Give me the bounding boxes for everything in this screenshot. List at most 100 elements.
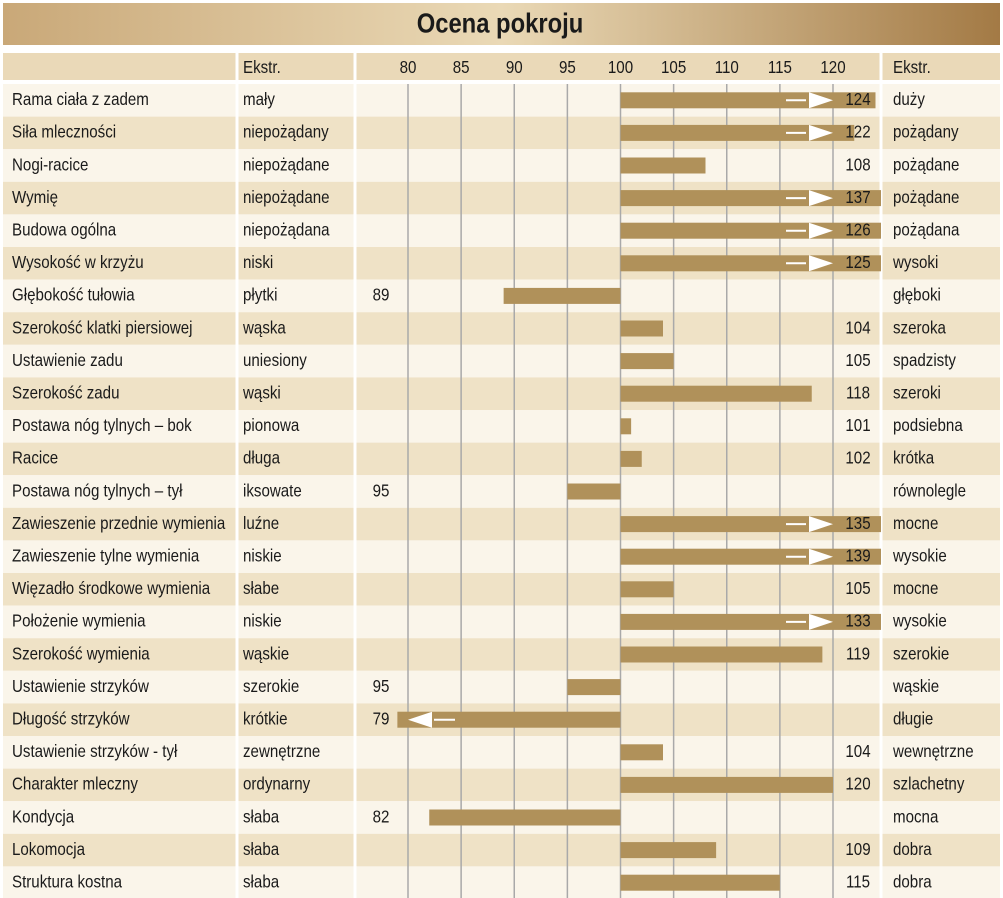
right-extreme: szlachetny — [893, 773, 965, 794]
x-tick-label: 80 — [400, 57, 417, 78]
trait-label: Siła mleczności — [12, 121, 116, 142]
row-background — [3, 670, 1000, 704]
bar — [503, 287, 621, 304]
left-extreme: niskie — [243, 610, 282, 631]
left-extreme: niepożądany — [243, 121, 329, 142]
value-label: 139 — [845, 545, 870, 566]
overflow-arrow — [809, 255, 833, 272]
left-extreme: niepożądana — [243, 219, 330, 240]
trait-label: Struktura kostna — [12, 871, 123, 892]
row-background — [3, 312, 1000, 345]
right-extreme: szeroka — [893, 317, 947, 338]
value-label: 79 — [373, 708, 390, 729]
right-extreme: wysoki — [892, 252, 938, 273]
value-label: 108 — [845, 154, 870, 175]
left-extreme: wąskie — [242, 643, 289, 664]
row-background — [3, 442, 1000, 476]
row-background — [3, 377, 1000, 410]
header-gap — [3, 80, 1000, 84]
overflow-arrow — [809, 92, 833, 109]
left-extreme: niepożądane — [243, 187, 330, 208]
right-extreme: pożądane — [893, 187, 959, 208]
left-extreme: pionowa — [243, 415, 300, 436]
row-background — [3, 475, 1000, 508]
overflow-arrow — [809, 222, 833, 239]
value-label: 104 — [845, 317, 870, 338]
trait-label: Zawieszenie tylne wymienia — [12, 545, 200, 566]
bar — [567, 679, 621, 696]
x-tick-label: 85 — [453, 57, 470, 78]
bar — [567, 483, 621, 500]
x-tick-label: 110 — [715, 57, 739, 78]
x-tick-label: 95 — [559, 57, 576, 78]
x-tick-label: 90 — [506, 57, 523, 78]
x-tick-label: 120 — [820, 57, 845, 78]
row-background — [3, 344, 1000, 378]
x-tick-label: 105 — [661, 57, 686, 78]
value-label: 135 — [845, 513, 870, 534]
row-background — [3, 573, 1000, 606]
header-label: Ekstr. — [243, 57, 281, 78]
value-label: 105 — [845, 578, 870, 599]
column-separator — [235, 53, 239, 898]
right-extreme: szerokie — [893, 643, 949, 664]
row-background — [3, 410, 1000, 443]
value-label: 118 — [846, 382, 870, 403]
row-background — [3, 279, 1000, 313]
bar — [620, 157, 706, 174]
trait-label: Ustawienie zadu — [12, 350, 123, 371]
right-extreme: dobra — [893, 839, 932, 860]
right-extreme: szeroki — [893, 382, 941, 403]
bar — [620, 385, 812, 402]
value-label: 105 — [845, 350, 870, 371]
left-extreme: słaba — [243, 806, 280, 827]
bar — [620, 418, 632, 435]
left-extreme: mały — [243, 89, 276, 110]
trait-label: Budowa ogólna — [12, 219, 117, 240]
left-extreme: długa — [243, 447, 281, 468]
right-extreme: równolegle — [893, 480, 966, 501]
right-extreme: mocne — [893, 578, 938, 599]
overflow-arrow — [809, 613, 833, 630]
bar — [620, 320, 663, 337]
right-extreme: wysokie — [892, 610, 947, 631]
value-label: 120 — [845, 773, 870, 794]
left-extreme: ordynarny — [243, 773, 311, 794]
trait-label: Charakter mleczny — [12, 773, 139, 794]
bar — [620, 581, 674, 598]
trait-label: Długość strzyków — [12, 708, 130, 729]
chart-title: Ocena pokroju — [417, 7, 584, 39]
value-label: 109 — [845, 839, 870, 860]
left-extreme: zewnętrzne — [243, 741, 320, 762]
value-label: 115 — [846, 871, 870, 892]
right-extreme: mocne — [893, 513, 938, 534]
row-background — [3, 833, 1000, 867]
value-label: 104 — [845, 741, 870, 762]
trait-label: Szerokość wymienia — [12, 643, 150, 664]
header-row — [3, 53, 1000, 80]
right-extreme: spadzisty — [893, 350, 957, 371]
left-extreme: luźne — [243, 513, 279, 534]
right-extreme: głęboki — [893, 284, 941, 305]
trait-label: Rama ciała z zadem — [12, 89, 149, 110]
trait-label: Postawa nóg tylnych – bok — [12, 415, 192, 436]
bar — [397, 711, 621, 728]
value-label: 126 — [845, 219, 870, 240]
value-label: 95 — [373, 480, 390, 501]
right-extreme: wewnętrzne — [892, 741, 974, 762]
header-label: Ekstr. — [893, 57, 931, 78]
left-extreme: szerokie — [243, 676, 299, 697]
left-extreme: wąska — [242, 317, 286, 338]
row-background — [3, 736, 1000, 769]
x-tick-label: 100 — [608, 57, 633, 78]
left-extreme: płytki — [243, 284, 277, 305]
right-extreme: krótka — [893, 447, 935, 468]
left-extreme: iksowate — [243, 480, 302, 501]
overflow-arrow — [408, 711, 432, 728]
x-tick-label: 115 — [768, 57, 792, 78]
bar — [620, 842, 717, 859]
row-background — [3, 768, 1000, 802]
value-label: 101 — [845, 415, 870, 436]
bar — [429, 809, 621, 826]
trait-label: Położenie wymienia — [12, 610, 146, 631]
